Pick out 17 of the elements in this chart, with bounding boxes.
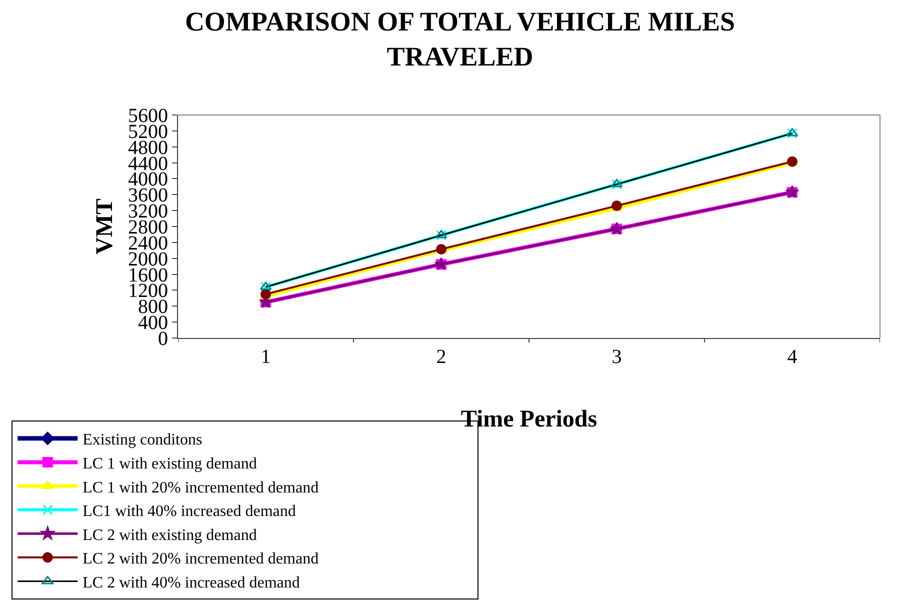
point (787, 128, 798, 139)
x-tick-label: 2 (436, 346, 446, 368)
x-tick-label: 3 (612, 346, 622, 368)
legend-label: LC 2 with 40% increased demand (82, 574, 300, 592)
y-axis-title: VMT (92, 198, 118, 254)
x-tick-label: 1 (260, 346, 271, 368)
legend-label: LC 2 with 20% incremented demand (82, 550, 319, 568)
legend-label: LC 1 with 20% incremented demand (82, 479, 319, 496)
legend-label: Existing conditons (82, 432, 202, 449)
point (436, 230, 446, 241)
legend-label: LC 2 with existing demand (82, 526, 257, 544)
legend-label: LC 1 with existing demand (82, 455, 257, 472)
legend-label: LC1 with 40% increased demand (82, 503, 296, 520)
x-tick-label: 4 (787, 346, 798, 368)
point (612, 179, 622, 190)
x-axis-title: Time Periods (460, 406, 598, 432)
chart-title: COMPARISON OF TOTAL VEHICLE MILES TRAVELED (184, 6, 736, 72)
